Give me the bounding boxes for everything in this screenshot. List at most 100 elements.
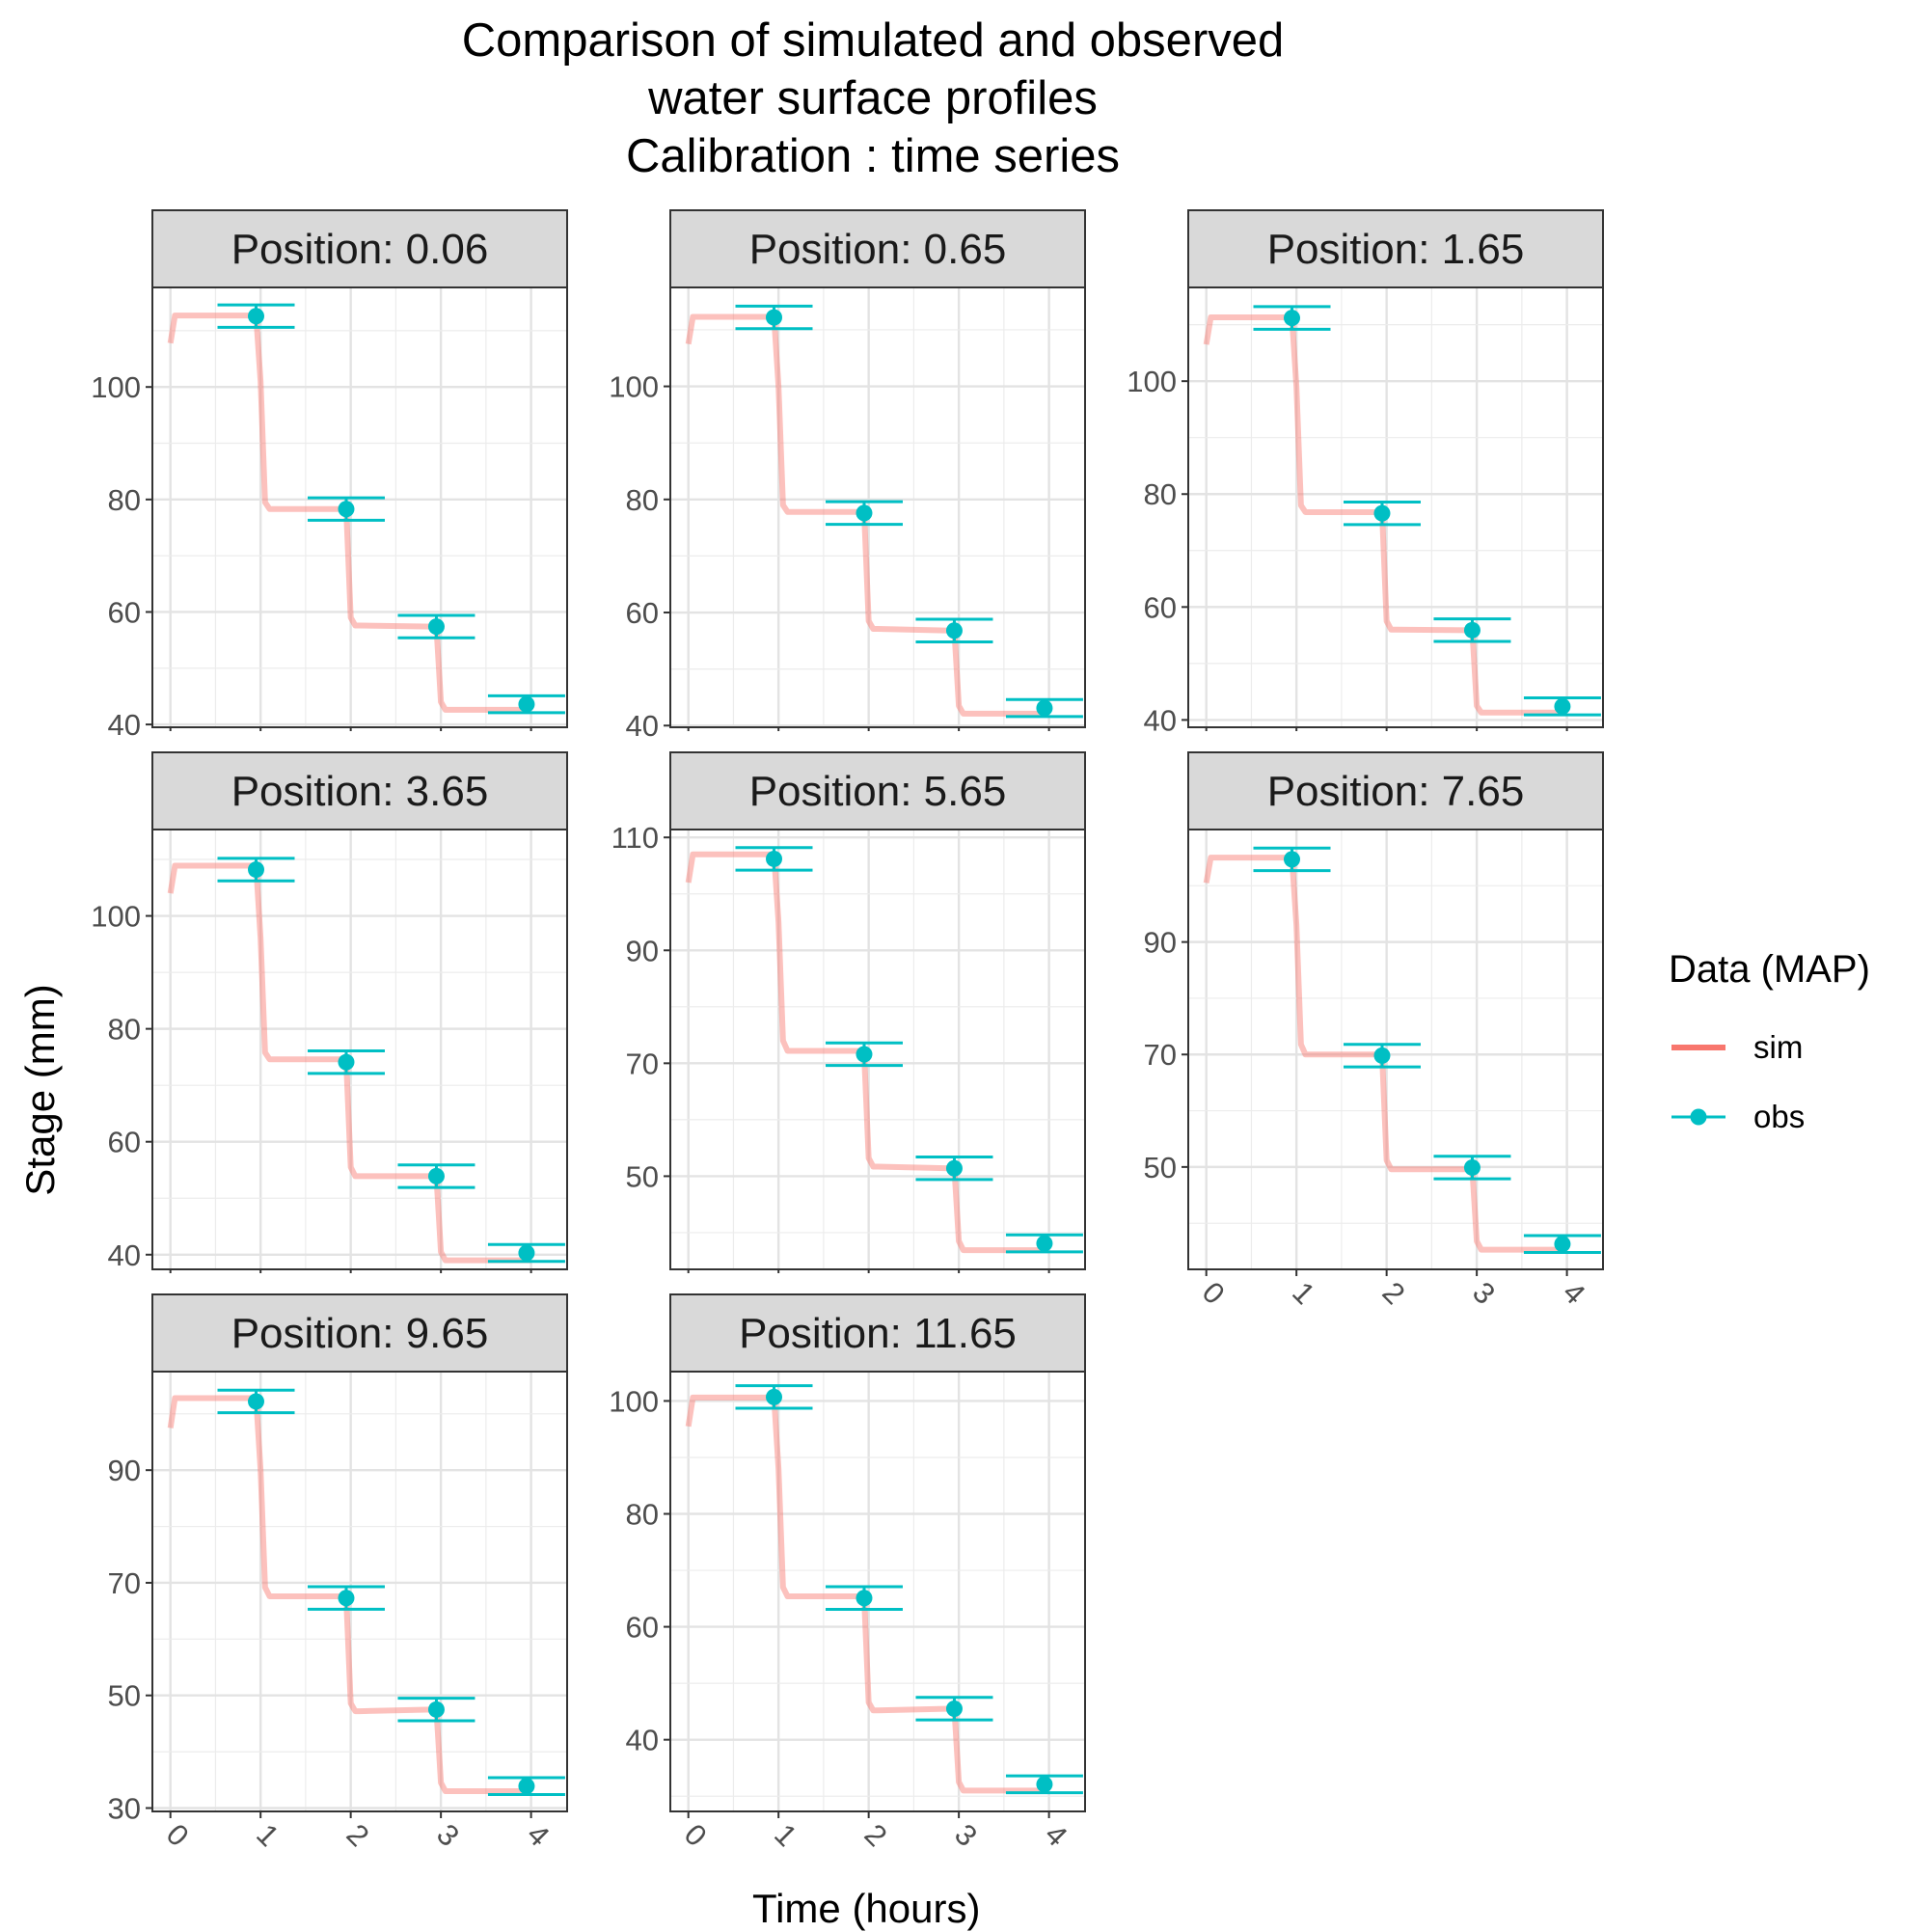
sim-series-line bbox=[167, 1395, 531, 1794]
y-tick-label: 110 bbox=[611, 821, 659, 855]
y-tick-label: 40 bbox=[626, 1724, 659, 1757]
y-tick-label: 60 bbox=[626, 1611, 659, 1645]
x-tick-label: 4 bbox=[1557, 1275, 1592, 1311]
x-axis-title: Time (hours) bbox=[752, 1886, 981, 1931]
y-tick-label: 100 bbox=[609, 370, 659, 404]
y-tick-label: 100 bbox=[609, 1384, 659, 1418]
obs-point bbox=[338, 1053, 355, 1071]
y-tick-label: 90 bbox=[108, 1454, 141, 1487]
obs-point bbox=[766, 1388, 782, 1405]
sim-series-line bbox=[1203, 855, 1567, 1253]
obs-point bbox=[766, 309, 782, 326]
x-tick-label: 3 bbox=[948, 1817, 984, 1853]
y-tick-label: 80 bbox=[626, 1498, 659, 1532]
facet-strip-label: Position: 5.65 bbox=[749, 768, 1007, 815]
y-tick-label: 90 bbox=[626, 934, 659, 967]
x-tick-label: 4 bbox=[521, 1817, 557, 1853]
panel-border bbox=[669, 1371, 1086, 1812]
obs-point bbox=[518, 1778, 535, 1795]
legend-label-obs: obs bbox=[1753, 1099, 1805, 1134]
plot-area bbox=[670, 287, 1085, 727]
obs-point bbox=[945, 622, 963, 639]
facet-strip-label: Position: 7.65 bbox=[1267, 768, 1525, 815]
y-tick-label: 60 bbox=[1144, 590, 1177, 624]
x-tick-label: 2 bbox=[1376, 1275, 1412, 1311]
facet-strip bbox=[669, 1293, 1086, 1373]
x-tick-label: 1 bbox=[1286, 1275, 1321, 1311]
x-tick-label: 0 bbox=[1196, 1275, 1232, 1311]
y-axis-title: Stage (mm) bbox=[17, 984, 63, 1196]
facet-strip-label: Position: 3.65 bbox=[231, 768, 489, 815]
facet-panel: Position: 7.65 50 70 90 0 1 2 3 4 bbox=[1144, 751, 1604, 1311]
panel-border bbox=[669, 286, 1086, 728]
plot-area bbox=[1188, 830, 1603, 1269]
y-tick-label: 70 bbox=[626, 1047, 659, 1080]
y-tick-label: 60 bbox=[108, 1126, 141, 1159]
y-tick-label: 40 bbox=[108, 1238, 141, 1272]
y-tick-label: 100 bbox=[91, 370, 141, 404]
legend-key-obs-point bbox=[1690, 1108, 1707, 1126]
obs-point bbox=[1284, 851, 1300, 868]
obs-point bbox=[518, 1244, 535, 1262]
obs-point bbox=[1463, 621, 1481, 639]
facet-strip bbox=[151, 209, 568, 288]
facet-strip bbox=[669, 751, 1086, 830]
y-tick-label: 40 bbox=[626, 709, 659, 743]
obs-point bbox=[1036, 1776, 1053, 1793]
facet-strip-label: Position: 0.06 bbox=[231, 226, 489, 273]
y-tick-label: 50 bbox=[626, 1159, 659, 1193]
plot-area bbox=[670, 1372, 1085, 1811]
obs-point bbox=[1373, 1047, 1391, 1064]
panel-border bbox=[151, 829, 568, 1270]
obs-point bbox=[518, 695, 535, 713]
obs-point bbox=[856, 504, 873, 522]
panel-border bbox=[1187, 829, 1604, 1270]
y-tick-label: 80 bbox=[108, 1013, 141, 1047]
obs-point bbox=[856, 1590, 873, 1607]
facet-panel: Position: 9.65 30 50 70 90 0 1 2 3 4 bbox=[108, 1293, 568, 1853]
y-tick-label: 40 bbox=[1144, 703, 1177, 737]
x-tick-label: 0 bbox=[160, 1817, 196, 1853]
y-tick-label: 100 bbox=[1127, 365, 1177, 398]
obs-point bbox=[338, 501, 355, 518]
x-tick-label: 2 bbox=[858, 1817, 894, 1853]
plot-area bbox=[1188, 287, 1603, 727]
facet-panel: Position: 5.65 50 70 90 110 bbox=[611, 751, 1086, 1273]
y-tick-label: 70 bbox=[108, 1566, 141, 1600]
x-tick-label: 3 bbox=[1466, 1275, 1502, 1311]
sim-series-line bbox=[685, 313, 1049, 717]
plot-area bbox=[152, 1372, 567, 1811]
obs-point bbox=[945, 1159, 963, 1177]
obs-point bbox=[945, 1700, 963, 1717]
y-tick-label: 80 bbox=[1144, 477, 1177, 511]
y-tick-label: 30 bbox=[108, 1791, 141, 1825]
y-tick-label: 40 bbox=[108, 708, 141, 742]
facet-strip-label: Position: 0.65 bbox=[749, 226, 1007, 273]
y-tick-label: 80 bbox=[626, 483, 659, 517]
sim-series-line bbox=[685, 851, 1049, 1254]
plot-area bbox=[152, 287, 567, 727]
x-tick-label: 0 bbox=[678, 1817, 714, 1853]
facet-strip bbox=[1187, 209, 1604, 288]
obs-point bbox=[1463, 1158, 1481, 1176]
obs-point bbox=[248, 308, 264, 325]
obs-point bbox=[338, 1590, 355, 1607]
panel-border bbox=[151, 1371, 568, 1812]
legend-label-sim: sim bbox=[1753, 1029, 1803, 1065]
y-tick-label: 50 bbox=[1144, 1151, 1177, 1184]
facet-strip bbox=[1187, 751, 1604, 830]
obs-point bbox=[1284, 310, 1300, 327]
panel-border bbox=[669, 829, 1086, 1270]
obs-point bbox=[766, 850, 782, 867]
facet-panel: Position: 0.06 40 60 80 100 bbox=[91, 209, 568, 742]
obs-point bbox=[248, 1393, 264, 1410]
facet-panel: Position: 1.65 40 60 80 100 bbox=[1127, 209, 1604, 737]
obs-point bbox=[1036, 699, 1053, 717]
obs-point bbox=[427, 1701, 445, 1718]
y-tick-label: 90 bbox=[1144, 926, 1177, 960]
sim-series-line bbox=[1203, 314, 1567, 716]
facet-strip-label: Position: 9.65 bbox=[231, 1310, 489, 1357]
x-tick-label: 3 bbox=[430, 1817, 466, 1853]
legend-title: Data (MAP) bbox=[1669, 948, 1870, 991]
